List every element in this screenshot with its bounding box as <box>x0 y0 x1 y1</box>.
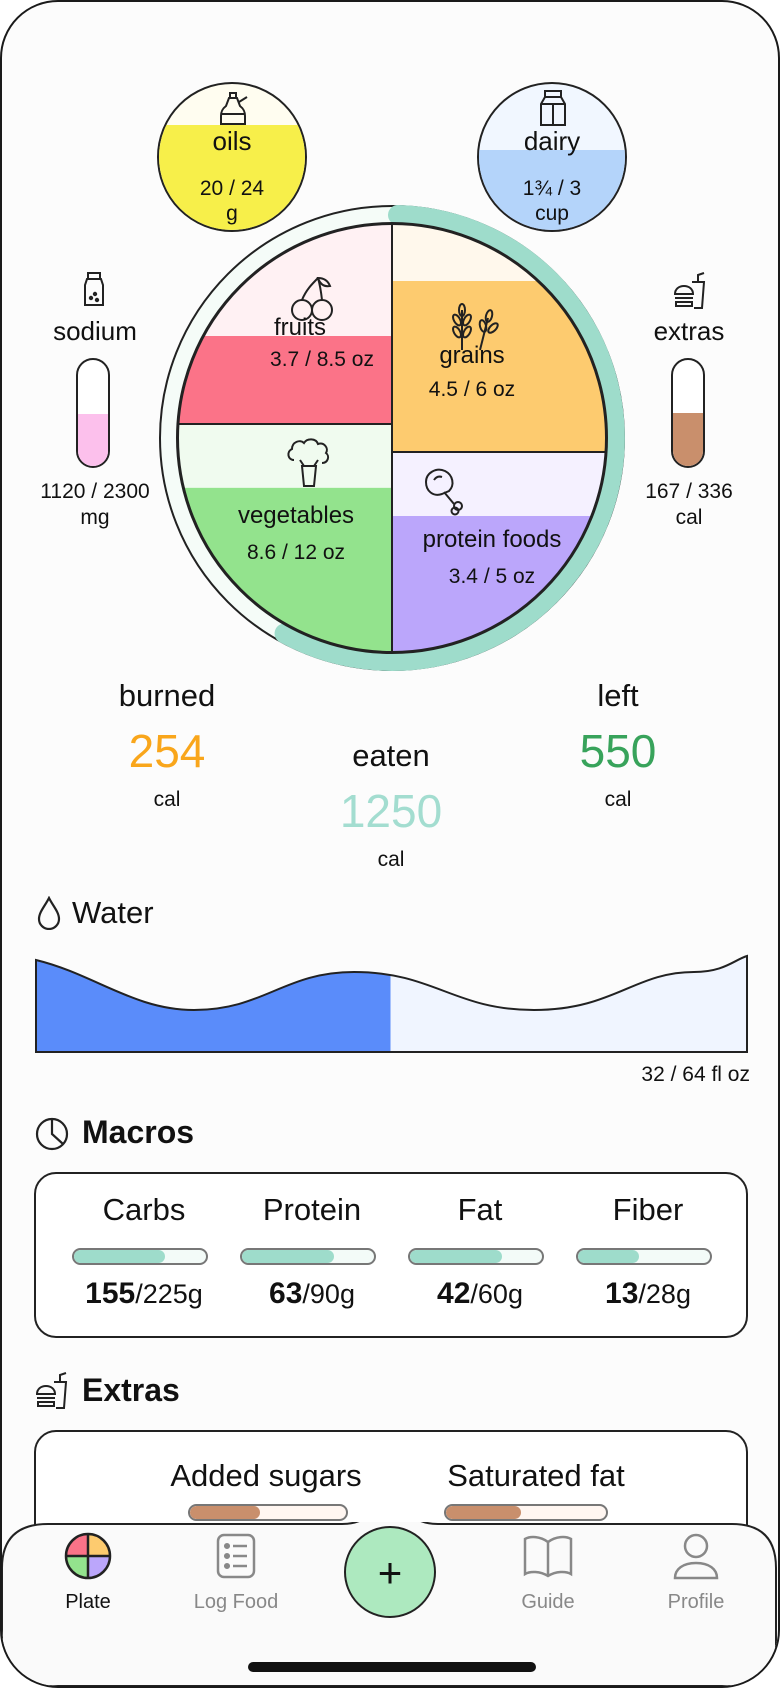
nav-guide-label: Guide <box>521 1591 575 1613</box>
water-value: 32 / 64 fl oz <box>641 1063 750 1086</box>
extras-gauge[interactable] <box>671 358 705 468</box>
macros-card: Carbs 155/225g Protein 63/90g Fat 42/60g… <box>34 1172 748 1338</box>
burned-value: 254 <box>128 725 206 777</box>
grains-label[interactable]: grains <box>439 342 505 369</box>
macro-fat-value: 42/60g <box>437 1277 523 1310</box>
extras-value: 167 / 336 <box>645 480 733 503</box>
broccoli-icon <box>287 438 330 487</box>
saturated-fat-name: Saturated fat <box>447 1458 625 1493</box>
person-icon <box>673 1533 719 1580</box>
eaten-value: 1250 <box>339 785 443 837</box>
sodium-label: sodium <box>53 316 137 346</box>
burned-unit: cal <box>153 788 181 811</box>
burger-drink-icon <box>673 272 706 309</box>
macro-fiber-bar <box>576 1248 712 1265</box>
plate-icon <box>64 1532 112 1580</box>
macro-carbs-name: Carbs <box>102 1192 186 1227</box>
plate: fruits 3.7 / 8.5 oz grains 4.5 / 6 oz ve… <box>156 202 628 674</box>
burned-label: burned <box>118 678 216 713</box>
nav-plate[interactable]: Plate <box>23 1532 153 1614</box>
nav-profile[interactable]: Profile <box>631 1532 761 1614</box>
water-fill <box>36 956 391 1052</box>
pie-chart-icon <box>35 1117 69 1151</box>
plate-chart <box>159 205 625 671</box>
protein-value: 3.4 / 5 oz <box>448 565 536 588</box>
milk-carton-icon <box>540 90 566 126</box>
burger-drink-icon <box>35 1372 68 1409</box>
added-sugars-name: Added sugars <box>170 1458 362 1493</box>
sodium-value: 1120 / 2300 <box>40 480 150 503</box>
macro-fiber-name: Fiber <box>612 1192 684 1227</box>
home-indicator <box>248 1662 536 1672</box>
extras-label: extras <box>653 316 725 346</box>
water-drop-icon <box>37 896 61 930</box>
protein-label[interactable]: protein foods <box>422 526 562 553</box>
oils-bubble[interactable]: oils 20 / 24 g <box>157 82 307 232</box>
macro-fat-bar <box>408 1248 544 1265</box>
macro-protein-value: 63/90g <box>269 1277 355 1310</box>
macro-fiber-value: 13/28g <box>605 1277 691 1310</box>
left-value: 550 <box>579 725 657 777</box>
extras-unit: cal <box>675 506 703 529</box>
macro-fat-name: Fat <box>457 1192 503 1227</box>
oils-value: 20 / 24 <box>199 177 265 200</box>
dairy-unit: cup <box>535 202 569 225</box>
checklist-icon <box>216 1533 256 1579</box>
macro-carbs-value: 155/225g <box>85 1277 203 1310</box>
sodium-unit: mg <box>80 506 110 529</box>
plate-progress-ring <box>274 205 625 671</box>
open-book-icon <box>523 1535 573 1578</box>
cherry-icon <box>291 276 333 321</box>
water-title: Water <box>72 895 154 930</box>
fruits-fill <box>178 336 392 424</box>
eaten-label: eaten <box>352 738 430 773</box>
macro-protein-bar <box>240 1248 376 1265</box>
water-wave[interactable] <box>34 954 750 1054</box>
macro-carbs-bar <box>72 1248 208 1265</box>
salt-shaker-icon <box>84 272 104 306</box>
dairy-label: dairy <box>523 126 581 156</box>
add-food-button[interactable]: + <box>344 1526 436 1618</box>
oil-bottle-icon <box>220 92 248 125</box>
fruits-label[interactable]: fruits <box>273 314 326 341</box>
wheat-icon <box>452 303 499 351</box>
macro-protein-name: Protein <box>262 1192 362 1227</box>
oils-label: oils <box>212 126 252 156</box>
nav-log-food-label: Log Food <box>193 1591 279 1613</box>
nav-guide[interactable]: Guide <box>483 1532 613 1614</box>
vegetables-value: 8.6 / 12 oz <box>246 541 346 564</box>
macros-title: Macros <box>82 1114 195 1150</box>
eaten-unit: cal <box>377 848 405 871</box>
drumstick-icon <box>424 468 463 516</box>
nav-profile-label: Profile <box>667 1591 725 1613</box>
saturated-fat-bar <box>444 1504 608 1521</box>
nav-plate-label: Plate <box>65 1591 111 1613</box>
nav-log-food[interactable]: Log Food <box>171 1532 301 1614</box>
left-label: left <box>597 678 639 713</box>
left-unit: cal <box>604 788 632 811</box>
oils-unit: g <box>226 202 238 225</box>
vegetables-label[interactable]: vegetables <box>237 502 355 529</box>
grains-value: 4.5 / 6 oz <box>428 378 516 401</box>
fruits-value: 3.7 / 8.5 oz <box>270 348 374 371</box>
dairy-value: 1¾ / 3 <box>522 177 582 200</box>
added-sugars-bar <box>188 1504 348 1521</box>
sodium-gauge[interactable] <box>76 358 110 468</box>
extras-title: Extras <box>82 1372 180 1408</box>
dairy-bubble[interactable]: dairy 1¾ / 3 cup <box>477 82 627 232</box>
